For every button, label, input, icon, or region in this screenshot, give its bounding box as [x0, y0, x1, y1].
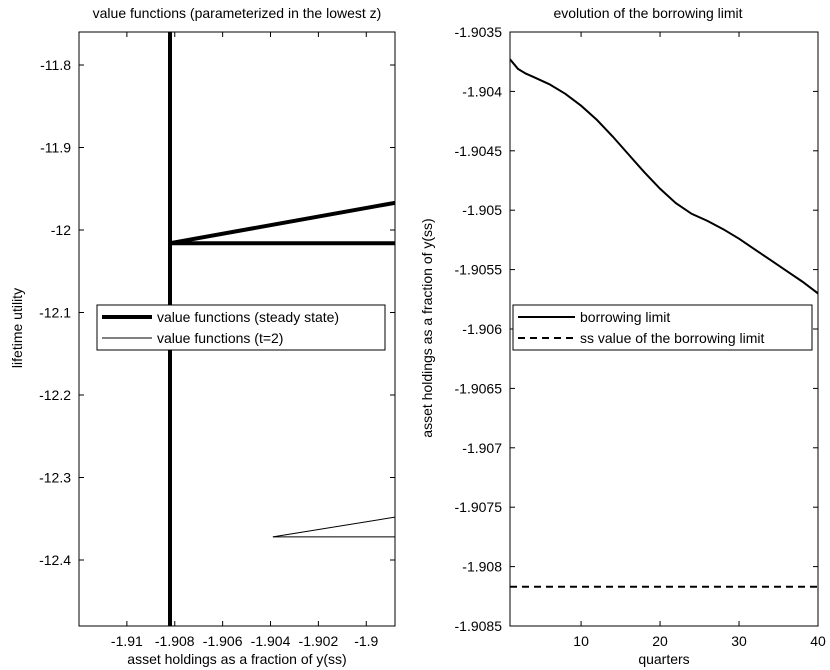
right-y-axis-label: asset holdings as a fraction of y(ss): [419, 218, 435, 437]
left-legend-label-steady-state: value functions (steady state): [157, 309, 339, 325]
right-y-tick-label: -1.9065: [455, 380, 503, 396]
left-series-value-functions-steady-state-segment-2: [169, 200, 395, 246]
right-legend-box: [512, 304, 813, 351]
right-series-borrowing-limit: [510, 58, 818, 295]
right-legend-label-borrowing-limit: borrowing limit: [580, 309, 670, 325]
left-legend-label-t2: value functions (t=2): [157, 330, 283, 346]
right-y-tick-label: -1.9085: [455, 618, 503, 634]
left-x-tick-label: -1.908: [155, 633, 195, 649]
right-plot-area: [510, 58, 818, 588]
right-y-tick-label: -1.907: [462, 440, 502, 456]
right-y-ticks: -1.9035 -1.904 -1.9045 -1.905 -1.9055 -1.906 -…: [455, 24, 818, 634]
left-x-tick-label: -1.9: [354, 633, 378, 649]
right-y-tick-label: -1.904: [462, 83, 502, 99]
left-y-tick-label: -12.1: [39, 305, 71, 321]
right-x-ticks: 10 20 30 40: [573, 32, 826, 649]
left-x-tick-label: -1.902: [299, 633, 339, 649]
left-x-ticks: -1.91 -1.908 -1.906 -1.904 -1.902 -1.9: [111, 32, 379, 649]
left-y-tick-label: -11.8: [40, 57, 71, 73]
right-series-group: [510, 58, 818, 588]
right-y-tick-label: -1.9075: [455, 499, 503, 515]
right-x-tick-label: 10: [573, 633, 589, 649]
left-x-tick-label: -1.91: [111, 633, 143, 649]
left-y-tick-label: -12.4: [39, 552, 71, 568]
left-x-axis-label: asset holdings as a fraction of y(ss): [127, 651, 346, 667]
right-legend: borrowing limit ss value of the borrowin…: [512, 304, 813, 351]
left-y-tick-label: -12: [51, 222, 71, 238]
left-chart-title: value functions (parameterized in the lo…: [93, 5, 382, 21]
right-y-tick-label: -1.9035: [455, 24, 503, 40]
left-y-tick-label: -12.2: [39, 387, 71, 403]
left-legend-box: [96, 304, 386, 351]
left-y-tick-label: -12.3: [39, 470, 71, 486]
left-y-ticks: -11.8 -11.9 -12 -12.1 -12.2 -12.3 -12.4: [39, 57, 395, 568]
right-x-tick-label: 40: [810, 633, 826, 649]
right-y-tick-label: -1.905: [462, 202, 502, 218]
right-legend-label-ss-value: ss value of the borrowing limit: [580, 330, 765, 346]
right-axes: evolution of the borrowing limit -1.9035…: [419, 5, 826, 667]
left-legend: value functions (steady state) value fun…: [96, 304, 386, 351]
right-y-tick-label: -1.906: [462, 321, 502, 337]
right-x-tick-label: 30: [731, 633, 747, 649]
left-y-axis-label: lifetime utility: [9, 288, 25, 368]
left-series-value-functions-t-2-segment-1: [272, 516, 395, 538]
left-x-tick-label: -1.904: [251, 633, 291, 649]
right-y-tick-label: -1.9045: [455, 143, 503, 159]
right-y-tick-label: -1.908: [462, 559, 502, 575]
right-x-tick-label: 20: [652, 633, 668, 649]
left-y-tick-label: -11.9: [40, 140, 71, 156]
right-y-tick-label: -1.9055: [455, 262, 503, 278]
left-axes: value functions (parameterized in the lo…: [9, 5, 396, 667]
left-axes-box: [78, 31, 396, 627]
right-x-axis-label: quarters: [638, 651, 689, 667]
left-x-tick-label: -1.906: [203, 633, 243, 649]
right-chart-title: evolution of the borrowing limit: [553, 5, 742, 21]
